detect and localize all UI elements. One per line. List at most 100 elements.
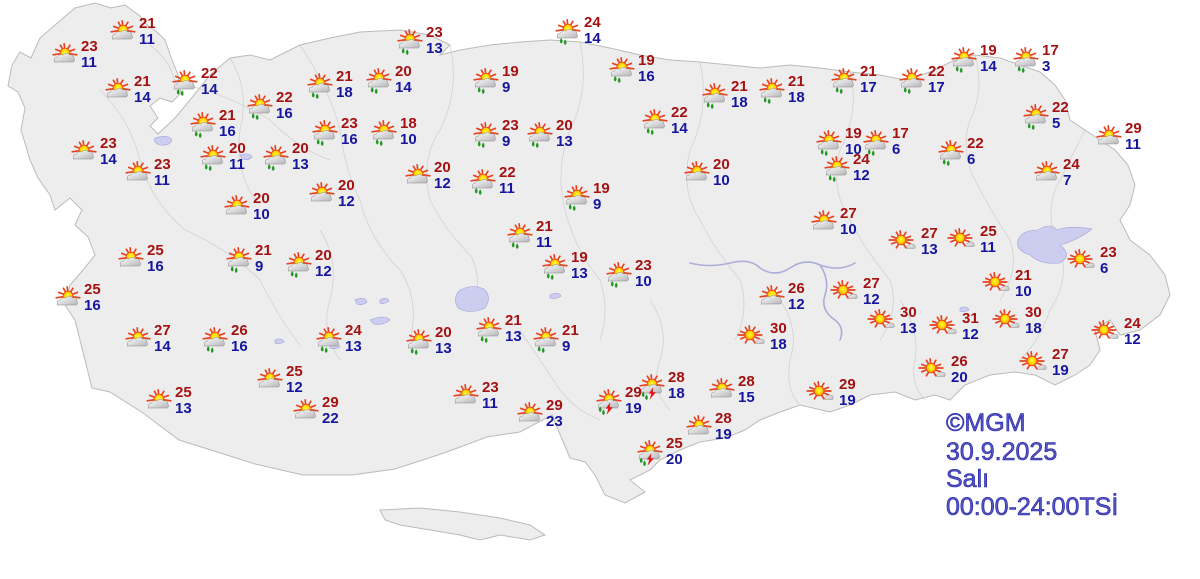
svg-text:24: 24 (1063, 156, 1080, 173)
svg-text:13: 13 (556, 133, 573, 150)
svg-text:25: 25 (147, 242, 164, 259)
svg-text:23: 23 (502, 117, 519, 134)
svg-text:18: 18 (336, 84, 353, 101)
svg-text:9: 9 (562, 338, 570, 355)
svg-text:11: 11 (499, 180, 515, 197)
svg-text:9: 9 (593, 196, 601, 213)
svg-text:30: 30 (770, 320, 787, 337)
svg-text:11: 11 (81, 54, 97, 71)
svg-text:22: 22 (928, 63, 945, 80)
svg-text:5: 5 (1052, 115, 1060, 132)
svg-text:19: 19 (593, 180, 610, 197)
svg-text:23: 23 (154, 156, 171, 173)
svg-text:29: 29 (322, 394, 339, 411)
svg-text:11: 11 (139, 31, 155, 48)
svg-text:23: 23 (426, 24, 443, 41)
svg-text:9: 9 (502, 133, 510, 150)
svg-text:13: 13 (175, 400, 192, 417)
svg-text:24: 24 (345, 322, 362, 339)
svg-text:21: 21 (731, 78, 748, 95)
svg-text:18: 18 (731, 94, 748, 111)
svg-text:19: 19 (839, 392, 856, 409)
svg-text:20: 20 (292, 140, 309, 157)
svg-text:20: 20 (315, 247, 332, 264)
svg-text:21: 21 (134, 73, 151, 90)
svg-text:14: 14 (154, 338, 171, 355)
svg-text:11: 11 (154, 172, 170, 189)
svg-text:18: 18 (668, 385, 685, 402)
svg-text:20: 20 (229, 140, 246, 157)
svg-text:3: 3 (1042, 58, 1050, 75)
svg-text:12: 12 (788, 296, 805, 313)
svg-text:27: 27 (154, 322, 171, 339)
svg-text:6: 6 (1100, 260, 1108, 277)
svg-text:30: 30 (1025, 304, 1042, 321)
svg-text:13: 13 (292, 156, 309, 173)
svg-text:14: 14 (201, 81, 218, 98)
svg-text:19: 19 (638, 52, 655, 69)
svg-text:24: 24 (584, 14, 601, 31)
svg-text:11: 11 (536, 234, 552, 251)
svg-text:14: 14 (134, 89, 151, 106)
svg-text:00:00-24:00TSİ: 00:00-24:00TSİ (946, 492, 1118, 521)
svg-text:24: 24 (853, 151, 870, 168)
svg-text:23: 23 (341, 115, 358, 132)
svg-text:15: 15 (738, 389, 755, 406)
svg-text:25: 25 (175, 384, 192, 401)
svg-text:16: 16 (231, 338, 248, 355)
svg-text:22: 22 (967, 135, 984, 152)
svg-text:29: 29 (1125, 120, 1142, 137)
svg-text:31: 31 (962, 310, 979, 327)
svg-text:10: 10 (1015, 283, 1032, 300)
svg-text:19: 19 (845, 125, 862, 142)
svg-text:14: 14 (584, 30, 601, 47)
svg-text:13: 13 (426, 40, 443, 57)
svg-text:29: 29 (839, 376, 856, 393)
svg-text:21: 21 (505, 312, 522, 329)
svg-text:20: 20 (434, 159, 451, 176)
svg-text:24: 24 (1124, 315, 1141, 332)
svg-text:17: 17 (892, 125, 909, 142)
svg-text:18: 18 (400, 115, 417, 132)
svg-text:28: 28 (668, 369, 685, 386)
svg-text:29: 29 (546, 397, 563, 414)
svg-text:21: 21 (860, 63, 877, 80)
svg-text:21: 21 (1015, 267, 1032, 284)
svg-text:30: 30 (900, 304, 917, 321)
svg-text:Salı: Salı (946, 465, 989, 493)
svg-text:25: 25 (666, 435, 683, 452)
svg-text:25: 25 (980, 223, 997, 240)
svg-text:13: 13 (900, 320, 917, 337)
svg-text:22: 22 (671, 104, 688, 121)
svg-text:23: 23 (1100, 244, 1117, 261)
svg-text:20: 20 (951, 369, 968, 386)
svg-text:25: 25 (84, 281, 101, 298)
svg-text:13: 13 (505, 328, 522, 345)
svg-text:16: 16 (276, 105, 293, 122)
svg-text:9: 9 (502, 79, 510, 96)
svg-text:14: 14 (395, 79, 412, 96)
svg-text:20: 20 (556, 117, 573, 134)
svg-text:26: 26 (231, 322, 248, 339)
svg-text:10: 10 (840, 221, 857, 238)
svg-text:17: 17 (928, 79, 945, 96)
svg-text:26: 26 (788, 280, 805, 297)
svg-text:27: 27 (863, 275, 880, 292)
svg-text:19: 19 (1052, 362, 1069, 379)
svg-text:23: 23 (482, 379, 499, 396)
svg-text:21: 21 (139, 15, 156, 32)
svg-text:21: 21 (788, 73, 805, 90)
svg-text:19: 19 (571, 249, 588, 266)
svg-text:23: 23 (100, 135, 117, 152)
svg-text:13: 13 (435, 340, 452, 357)
svg-text:13: 13 (345, 338, 362, 355)
svg-text:20: 20 (435, 324, 452, 341)
svg-text:16: 16 (84, 297, 101, 314)
svg-text:6: 6 (967, 151, 975, 168)
svg-text:28: 28 (715, 410, 732, 427)
svg-text:13: 13 (921, 241, 938, 258)
svg-text:19: 19 (625, 400, 642, 417)
svg-text:12: 12 (863, 291, 880, 308)
svg-text:28: 28 (738, 373, 755, 390)
svg-text:27: 27 (1052, 346, 1069, 363)
